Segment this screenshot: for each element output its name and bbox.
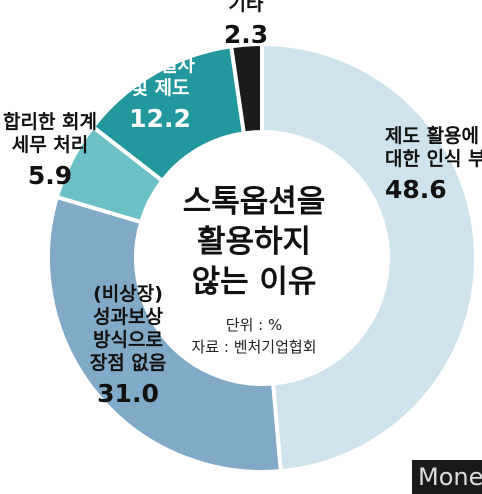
slice-value-2: 31.0 bbox=[97, 379, 159, 408]
center-title-line-3: 않는 이유 bbox=[192, 264, 317, 300]
slice-label-3-line-1: 합리한 회계 bbox=[3, 111, 97, 133]
slice-label-5-line-1: 기타 bbox=[229, 0, 264, 15]
slice-label-4-line-1: 복잡한 bbox=[134, 31, 187, 53]
center-title-line-1: 스톡옵션을 bbox=[183, 184, 326, 220]
unit-note: 단위 : % bbox=[226, 316, 282, 334]
center-title-line-2: 활용하지 bbox=[197, 224, 311, 260]
slice-value-5: 2.3 bbox=[224, 20, 268, 49]
slice-label-2-line-1: (비상장) bbox=[93, 283, 163, 305]
slice-label-4-line-3: 및 제도 bbox=[130, 77, 189, 99]
slice-label-1-line-1: 제도 활용에 bbox=[385, 125, 479, 147]
slice-value-3: 5.9 bbox=[28, 161, 72, 190]
pie-slices bbox=[46, 41, 478, 474]
watermark: Mone bbox=[412, 460, 482, 494]
pie-slice-1 bbox=[260, 41, 478, 474]
pie-slice-2 bbox=[46, 194, 283, 474]
slice-value-4: 12.2 bbox=[129, 104, 191, 133]
slice-value-1: 48.6 bbox=[385, 175, 447, 204]
slice-label-3-line-2: 세무 처리 bbox=[12, 134, 89, 156]
slice-label-2-line-4: 장점 없음 bbox=[90, 352, 167, 374]
pie-slice-5 bbox=[228, 41, 264, 136]
source-note: 자료 : 벤처기업협회 bbox=[192, 338, 317, 356]
slice-label-4-line-2: 행정절차 bbox=[125, 54, 195, 76]
slice-label-1-line-2: 대한 인식 부 bbox=[385, 148, 482, 170]
slice-label-2-line-2: 성과보상 bbox=[93, 306, 163, 328]
slice-label-2-line-3: 방식으로 bbox=[93, 329, 163, 351]
